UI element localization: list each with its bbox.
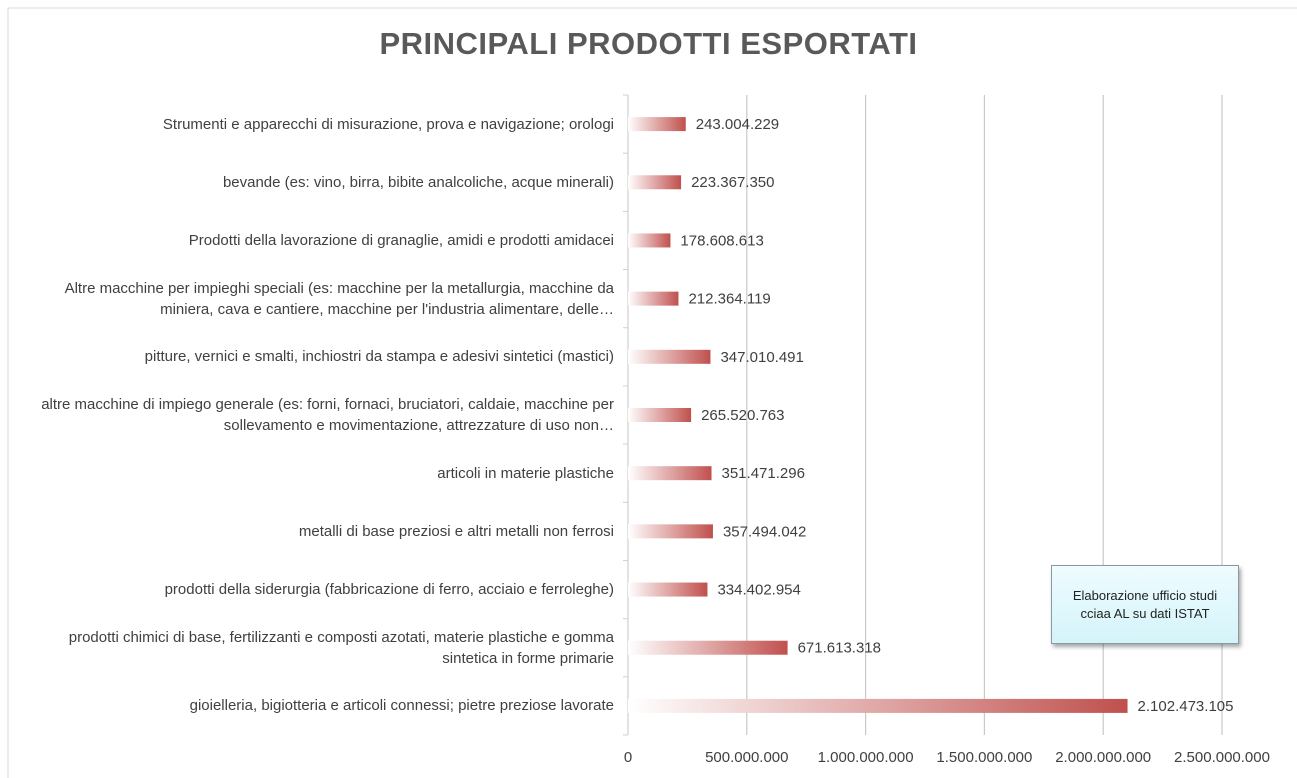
y-tick-label: prodotti chimici di base, fertilizzanti … [68,628,614,667]
y-tick-label: gioielleria, bigiotteria e articoli conn… [189,697,614,715]
data-label: 265.520.763 [701,407,784,424]
x-tick-label: 1.000.000.000 [818,749,914,766]
x-tick-label: 2.500.000.000 [1174,749,1270,766]
y-tick-label: Altre macchine per impieghi speciali (es… [64,279,614,318]
annotation: Elaborazione ufficio studi cciaa AL su d… [1051,565,1239,644]
bar [628,582,708,597]
bar [628,117,686,132]
x-tick-label: 1.500.000.000 [936,749,1032,766]
x-tick-label: 0 [624,749,632,766]
data-label: 223.367.350 [691,174,774,191]
x-tick-label: 2.000.000.000 [1055,749,1151,766]
bar [628,408,692,422]
data-label: 178.608.613 [680,232,763,249]
data-label: 351.471.296 [722,465,805,482]
x-tick-label: 500.000.000 [705,749,788,766]
data-label: 334.402.954 [717,582,800,599]
y-tick-label: pitture, vernici e smalti, inchiostri da… [144,348,614,366]
data-label: 2.102.473.105 [1138,698,1234,715]
bar [628,524,713,539]
y-tick-label: Prodotti della lavorazione di granaglie,… [188,231,614,249]
y-tick-label: prodotti della siderurgia (fabbricazione… [164,581,614,599]
data-label: 212.364.119 [688,291,770,308]
y-tick-label: Strumenti e apparecchi di misurazione, p… [162,115,614,133]
y-tick-label: bevande (es: vino, birra, bibite analcol… [222,173,614,191]
y-tick-label: metalli di base preziosi e altri metalli… [298,522,614,540]
data-label: 347.010.491 [720,349,803,366]
data-label: 243.004.229 [696,116,779,133]
bar [628,233,671,248]
bar [628,698,1128,713]
data-label: 671.613.318 [798,640,881,657]
chart-title: PRINCIPALI PRODOTTI ESPORTATI [379,26,918,61]
bar [628,175,682,190]
y-tick-label: articoli in materie plastiche [437,464,614,482]
bar [628,291,679,306]
bar [628,640,788,655]
bar [628,466,712,481]
data-label: 357.494.042 [723,523,806,540]
chart-border [7,7,1297,778]
y-tick-label: altre macchine di impiego generale (es: … [41,395,614,434]
bar [628,349,711,364]
